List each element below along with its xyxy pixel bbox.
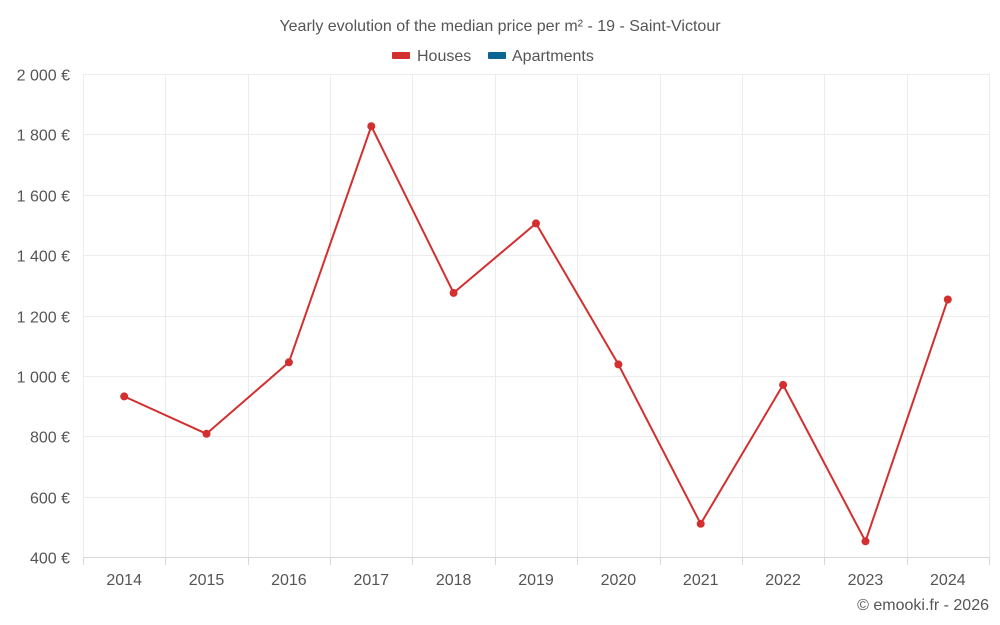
grid [83, 74, 990, 558]
x-tick-label: 2015 [189, 572, 225, 589]
data-point-houses[interactable] [449, 288, 458, 297]
x-tick-label: 2019 [518, 572, 554, 589]
y-tick-label: 1 800 € [17, 128, 70, 145]
y-axis: 400 € 600 € 800 € 1 000 € 1 200 € 1 400 € 1 60… [17, 68, 70, 568]
x-tick-label: 2018 [436, 572, 472, 589]
data-point-houses[interactable] [284, 358, 293, 367]
y-tick-label: 1 400 € [17, 249, 70, 266]
y-tick-label: 1 000 € [17, 370, 70, 387]
x-tick-label: 2023 [848, 572, 884, 589]
data-point-houses[interactable] [861, 537, 870, 546]
x-tick-label: 2014 [106, 572, 142, 589]
data-point-houses[interactable] [532, 219, 540, 228]
credit-text: © emooki.fr - 2026 [857, 597, 989, 614]
data-point-houses[interactable] [367, 122, 376, 131]
data-point-houses[interactable] [779, 380, 788, 389]
legend-swatch-houses [392, 52, 410, 59]
chart-title: Yearly evolution of the median price per… [279, 18, 721, 35]
legend: Houses Apartments [392, 48, 594, 65]
y-tick-label: 1 600 € [17, 189, 70, 206]
data-point-houses[interactable] [202, 429, 211, 438]
data-point-houses[interactable] [614, 360, 623, 369]
legend-label-houses: Houses [417, 48, 471, 65]
data-point-houses[interactable] [943, 295, 952, 304]
y-tick-label: 2 000 € [17, 68, 70, 85]
legend-item-houses[interactable]: Houses [392, 48, 471, 65]
series-group [120, 122, 952, 546]
x-axis: 2014 2015 2016 2017 2018 2019 2020 2021 2022 2023… [83, 557, 990, 589]
data-point-houses[interactable] [120, 392, 129, 401]
legend-item-apartments[interactable]: Apartments [488, 48, 594, 65]
x-tick-label: 2021 [683, 572, 719, 589]
legend-label-apartments: Apartments [512, 48, 594, 65]
y-tick-label: 800 € [30, 430, 70, 447]
x-tick-label: 2020 [601, 572, 637, 589]
y-tick-label: 600 € [30, 491, 70, 508]
y-tick-label: 1 200 € [17, 310, 70, 327]
data-point-houses[interactable] [696, 519, 705, 528]
legend-swatch-apartments [488, 52, 506, 59]
x-tick-label: 2017 [353, 572, 389, 589]
x-tick-label: 2016 [271, 572, 307, 589]
x-tick-label: 2022 [765, 572, 801, 589]
y-tick-label: 400 € [30, 551, 70, 568]
x-tick-label: 2024 [930, 572, 966, 589]
